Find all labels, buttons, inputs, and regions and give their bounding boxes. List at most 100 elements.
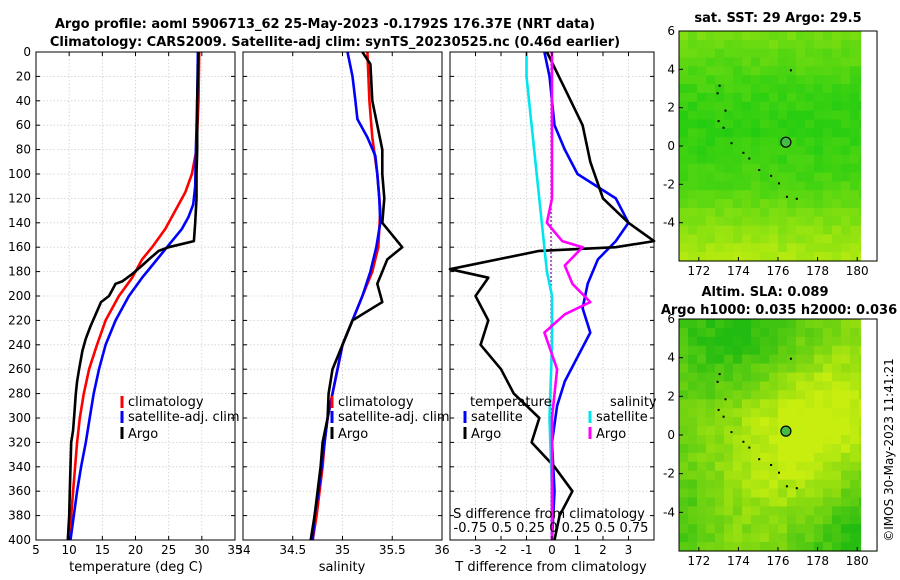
field-cell — [823, 381, 833, 391]
field-cell — [769, 452, 779, 463]
field-cell — [841, 435, 851, 445]
y-tick-label: 40 — [16, 94, 31, 108]
field-cell — [805, 128, 815, 138]
field-cell — [733, 190, 743, 200]
field-cell — [679, 243, 689, 253]
field-cell — [841, 417, 851, 427]
field-cell — [805, 31, 815, 41]
field-cell — [796, 506, 806, 516]
field-cell — [769, 146, 779, 156]
field-cell — [841, 319, 851, 329]
field-cell — [724, 128, 734, 138]
field-cell — [850, 435, 860, 445]
x-tick-label: 0 — [548, 543, 556, 557]
field-cell — [742, 190, 752, 200]
field-cell — [751, 92, 761, 103]
field-cell — [769, 372, 779, 383]
field-cell — [787, 363, 797, 374]
field-cell — [805, 84, 815, 94]
field-cell — [841, 452, 851, 463]
field-cell — [814, 336, 824, 347]
field-cell — [796, 190, 806, 200]
field-cell — [679, 101, 689, 112]
field-cell — [823, 345, 833, 356]
field-cell — [796, 119, 806, 129]
field-cell — [823, 252, 833, 262]
field-cell — [805, 243, 815, 253]
field-cell — [724, 515, 734, 525]
field-cell — [742, 381, 752, 391]
field-cell — [715, 163, 725, 174]
field-cell — [814, 354, 824, 365]
field-cell — [760, 461, 770, 472]
field-cell — [805, 57, 815, 67]
field-cell — [679, 172, 689, 182]
field-cell — [715, 363, 725, 374]
field-cell — [697, 426, 707, 436]
field-cell — [715, 199, 725, 209]
field-cell — [796, 234, 806, 244]
field-cell — [832, 417, 842, 427]
sla-field — [679, 319, 878, 552]
field-cell — [706, 163, 716, 174]
field-cell — [751, 479, 761, 490]
x-tick-label: 35 — [227, 543, 242, 557]
field-cell — [688, 128, 698, 138]
field-cell — [778, 524, 788, 534]
field-cell — [787, 390, 797, 400]
field-cell — [760, 146, 770, 156]
y-tick-label: -2 — [663, 467, 675, 481]
field-cell — [715, 181, 725, 191]
field-cell — [787, 207, 797, 218]
field-cell — [697, 336, 707, 347]
field-cell — [715, 417, 725, 427]
field-cell — [679, 452, 689, 463]
field-cell — [787, 345, 797, 356]
field-cell — [697, 533, 707, 543]
field-cell — [832, 92, 842, 103]
field-cell — [688, 488, 698, 499]
field-cell — [814, 234, 824, 244]
field-cell — [751, 48, 761, 59]
field-cell — [751, 408, 761, 418]
x-tick-label: 1 — [574, 543, 582, 557]
field-cell — [796, 31, 806, 41]
field-cell — [805, 190, 815, 200]
field-cell — [706, 243, 716, 253]
field-cell — [715, 319, 725, 329]
field-cell — [805, 506, 815, 516]
field-cell — [814, 461, 824, 472]
field-cell — [742, 154, 752, 165]
y-tick-label: 300 — [8, 411, 31, 425]
field-cell — [778, 488, 788, 499]
field-cell — [850, 84, 860, 94]
field-cell — [733, 92, 743, 103]
y-tick-label: 280 — [8, 387, 31, 401]
field-cell — [832, 234, 842, 244]
y-tick-label: -4 — [663, 505, 675, 519]
sla-map-title-line1: Altim. SLA: 0.089 — [702, 285, 829, 300]
field-cell — [850, 408, 860, 418]
field-cell — [724, 75, 734, 85]
field-cell — [715, 66, 725, 76]
field-cell — [706, 234, 716, 244]
field-cell — [724, 207, 734, 218]
field-cell — [769, 190, 779, 200]
field-cell — [814, 345, 824, 356]
field-cell — [850, 479, 860, 490]
field-cell — [724, 372, 734, 383]
field-cell — [823, 435, 833, 445]
field-cell — [769, 225, 779, 236]
field-cell — [697, 92, 707, 103]
field-cell — [733, 128, 743, 138]
field-cell — [688, 92, 698, 103]
field-cell — [796, 199, 806, 209]
field-cell — [787, 542, 797, 552]
field-cell — [796, 146, 806, 156]
field-cell — [679, 92, 689, 103]
field-cell — [823, 372, 833, 383]
field-cell — [850, 57, 860, 67]
field-cell — [751, 345, 761, 356]
field-cell — [805, 48, 815, 59]
